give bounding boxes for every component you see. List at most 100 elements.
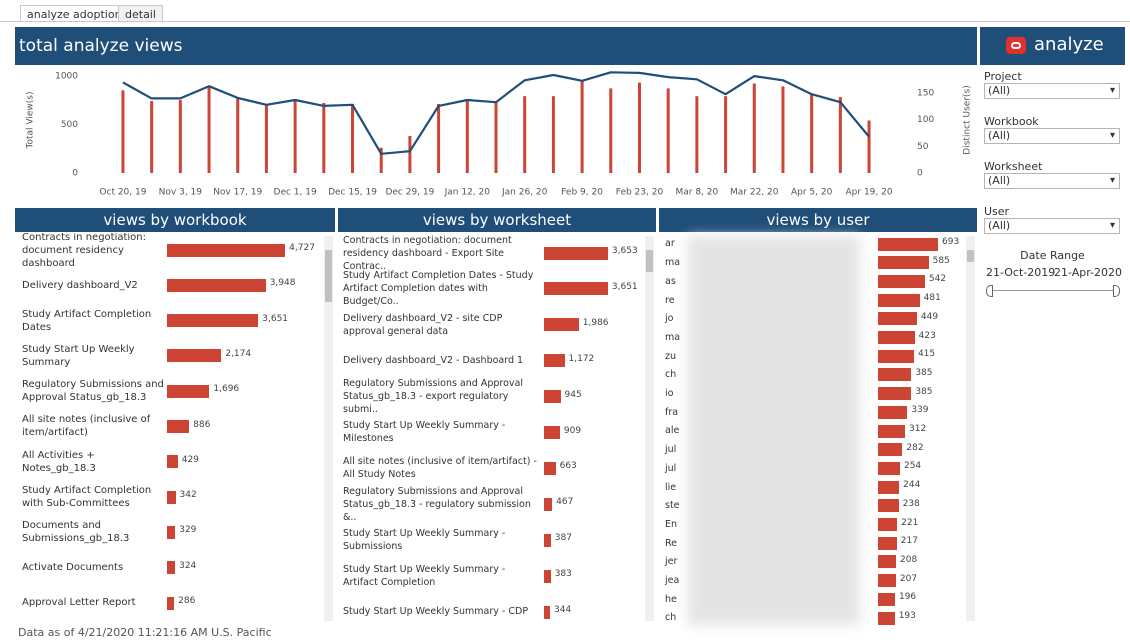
x-tick-label: Mar 8, 20 xyxy=(675,188,718,198)
value-label: 339 xyxy=(911,405,929,416)
bar xyxy=(150,101,154,173)
category-label: En xyxy=(665,518,678,530)
bar xyxy=(293,99,297,173)
bar xyxy=(264,103,268,173)
brand-name: analyze xyxy=(1034,34,1104,55)
category-label: All Activities + Notes_gb_18.3 xyxy=(22,449,96,474)
bar xyxy=(167,278,266,292)
scrollbar[interactable] xyxy=(645,236,654,621)
bar xyxy=(878,349,914,363)
x-tick-label: Jan 26, 20 xyxy=(501,188,548,198)
bar xyxy=(544,569,551,583)
bar xyxy=(121,90,125,173)
category-label: Documents and Submissions_gb_18.3 xyxy=(22,520,130,545)
date-slider[interactable] xyxy=(990,290,1116,291)
category-label: Regulatory Submissions and Approval Stat… xyxy=(22,379,164,404)
category-label: jer xyxy=(665,556,678,568)
value-label: 286 xyxy=(178,596,196,606)
bar xyxy=(544,533,551,547)
value-label: 385 xyxy=(915,386,933,397)
y-axis-title: Total View(s) xyxy=(26,92,36,150)
bar xyxy=(752,83,756,173)
brand-header: analyze xyxy=(980,27,1125,65)
tab[interactable]: detail xyxy=(118,5,163,22)
category-label: Study Start Up Weekly Summary - CDP xyxy=(343,606,529,618)
filter-dropdown[interactable]: (All) xyxy=(984,83,1120,99)
bar xyxy=(167,455,178,469)
bar xyxy=(544,318,579,332)
bar xyxy=(867,120,871,173)
category-label: fra xyxy=(665,406,679,418)
filter-dropdown[interactable]: (All) xyxy=(984,173,1120,189)
bar xyxy=(878,461,900,475)
panel-title: views by workbook xyxy=(15,208,335,232)
bar xyxy=(437,103,441,173)
category-label: he xyxy=(665,593,677,605)
date-end: 21-Apr-2020 xyxy=(1054,266,1123,279)
brand-icon xyxy=(1006,37,1026,54)
value-label: 467 xyxy=(556,497,574,508)
category-label: jul xyxy=(665,444,677,456)
value-label: 542 xyxy=(928,274,947,285)
bar xyxy=(878,518,898,531)
bar xyxy=(666,88,670,173)
slider-handle[interactable] xyxy=(986,285,993,297)
bar xyxy=(878,331,915,344)
value-label: 429 xyxy=(181,454,199,465)
bar xyxy=(167,384,210,398)
x-tick-label: Feb 23, 20 xyxy=(616,188,664,198)
bar xyxy=(544,461,556,475)
user-panel: ar 693 ma 585 as 542 re 481 jo 449 ma 423 zu 415 ch 385… xyxy=(659,233,977,625)
value-label: 254 xyxy=(903,461,922,472)
value-label: 481 xyxy=(923,293,941,304)
category-label: All site notes (inclusive of item/artifa… xyxy=(343,456,537,481)
worksheet-panel: Contracts in negotiation: document resid… xyxy=(338,233,656,625)
bar xyxy=(878,424,906,438)
category-label: zu xyxy=(665,350,677,362)
value-label: 4,727 xyxy=(289,243,315,253)
category-label: ar xyxy=(665,238,675,250)
value-label: 3,948 xyxy=(269,278,296,289)
scrollbar[interactable] xyxy=(324,236,333,621)
value-label: 329 xyxy=(179,525,197,536)
bar xyxy=(878,480,900,494)
chart-title: total analyze views xyxy=(15,27,977,65)
category-label: ch xyxy=(665,369,677,381)
category-label: Delivery dashboard_V2 - Dashboard 1 xyxy=(343,355,524,367)
bar xyxy=(878,443,903,457)
x-tick-label: Nov 3, 19 xyxy=(159,188,203,198)
bar xyxy=(207,87,211,173)
value-label: 383 xyxy=(554,569,572,580)
bar xyxy=(465,100,469,173)
x-tick-label: Oct 20, 19 xyxy=(99,188,146,198)
bar xyxy=(236,98,240,173)
redaction-blur xyxy=(688,236,860,625)
value-label: 3,651 xyxy=(262,313,289,324)
x-tick-label: Dec 15, 19 xyxy=(328,188,377,198)
filter-dropdown[interactable]: (All) xyxy=(984,128,1120,144)
bar xyxy=(167,420,190,433)
y-tick-label: 1000 xyxy=(55,71,78,81)
bar xyxy=(167,490,176,504)
value-label: 196 xyxy=(898,592,917,603)
filter-dropdown[interactable]: (All) xyxy=(984,218,1120,234)
bar xyxy=(878,256,929,270)
bar xyxy=(544,605,551,619)
slider-handle[interactable] xyxy=(1113,285,1120,297)
value-label: 324 xyxy=(179,560,197,571)
x-tick-label: Mar 22, 20 xyxy=(730,188,779,198)
tab[interactable]: analyze adoption xyxy=(20,5,129,22)
value-label: 385 xyxy=(915,367,933,378)
bar xyxy=(408,136,412,173)
value-label: 193 xyxy=(898,611,916,621)
value-label: 945 xyxy=(564,389,582,400)
category-label: jea xyxy=(665,575,680,587)
category-label: Contracts in negotiation: document resid… xyxy=(22,233,147,269)
bar xyxy=(810,94,814,173)
value-label: 415 xyxy=(917,349,936,360)
x-tick-label: Feb 9, 20 xyxy=(561,188,603,198)
scrollbar[interactable] xyxy=(966,236,975,621)
value-label: 449 xyxy=(920,311,939,322)
bar xyxy=(544,246,608,260)
bar xyxy=(878,274,925,288)
